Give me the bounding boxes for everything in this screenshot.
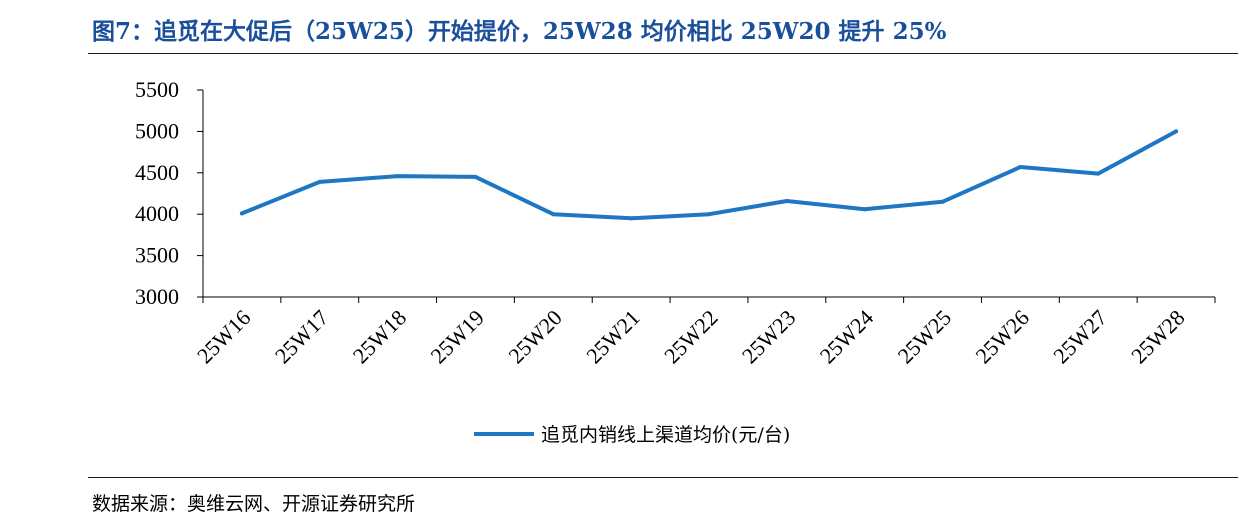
- x-tick-label: 25W21: [581, 305, 644, 368]
- y-tick-label: 3000: [135, 284, 179, 309]
- data-point: [629, 216, 634, 221]
- x-tick-label: 25W20: [503, 305, 566, 368]
- x-tick-label: 25W18: [348, 305, 411, 368]
- x-tick-label: 25W28: [1126, 305, 1189, 368]
- x-tick-label: 25W25: [893, 305, 956, 368]
- data-point: [395, 174, 400, 179]
- x-tick-label: 25W17: [270, 305, 333, 368]
- data-point: [1174, 129, 1179, 134]
- legend-label: 追觅内销线上渠道均价(元/台): [541, 424, 790, 446]
- x-tick-label: 25W19: [426, 305, 489, 368]
- data-point: [551, 212, 556, 217]
- source-divider: [88, 477, 1238, 478]
- series-line: [239, 129, 1179, 221]
- x-tick-label: 25W22: [659, 305, 722, 368]
- data-point: [473, 174, 478, 179]
- y-tick-label: 5500: [135, 77, 179, 102]
- source-note: 数据来源：奥维云网、开源证券研究所: [92, 493, 416, 515]
- data-point: [784, 198, 789, 203]
- x-tick-label: 25W24: [815, 305, 878, 368]
- data-point: [707, 212, 711, 217]
- figure-title: 图7：追觅在大促后（25W25）开始提价，25W28 均价相比 25W20 提升…: [92, 18, 947, 45]
- chart-axes: [197, 89, 1216, 303]
- y-tick-label: 4000: [135, 201, 179, 226]
- x-tick-label: 25W26: [970, 305, 1033, 368]
- x-tick-label: 25W23: [737, 305, 800, 368]
- x-tick-label: 25W16: [192, 305, 255, 368]
- y-tick-label: 4500: [135, 160, 179, 185]
- data-point: [862, 207, 867, 212]
- data-point: [1096, 171, 1101, 176]
- data-point: [317, 179, 322, 184]
- y-tick-label: 3500: [135, 243, 179, 268]
- y-tick-labels: 3000 3500 4000 4500 5000 5500: [135, 77, 179, 309]
- series-group: [239, 129, 1179, 221]
- line-chart: 25W16 25W17 25W18 25W19 25W20 25W21 25W22 25W23…: [135, 77, 1216, 446]
- data-point: [239, 211, 244, 216]
- x-tick-labels: 25W16 25W17 25W18 25W19 25W20 25W21 25W22 25W23…: [192, 305, 1190, 368]
- data-point: [940, 199, 945, 204]
- title-divider: [88, 53, 1238, 54]
- chart-legend: 追觅内销线上渠道均价(元/台): [474, 424, 790, 446]
- data-point: [1018, 165, 1023, 170]
- y-tick-label: 5000: [135, 118, 179, 143]
- x-tick-label: 25W27: [1048, 305, 1111, 368]
